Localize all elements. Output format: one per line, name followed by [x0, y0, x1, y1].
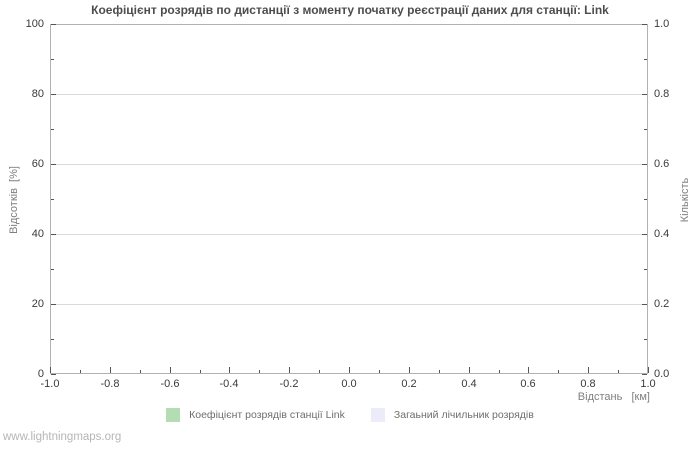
y-left-minor-tick [51, 59, 54, 60]
x-major-tick [170, 367, 171, 373]
legend-swatch-lavender [370, 408, 385, 422]
plot-area [50, 24, 649, 375]
y-right-major-tick [642, 94, 647, 95]
x-major-tick [349, 367, 350, 373]
y-right-tick-label: 0.8 [654, 88, 670, 100]
x-tick-label: -0.8 [100, 378, 120, 390]
legend-item-station-ratio: Коефіцієнт розрядів станції Link [166, 408, 345, 422]
y-left-major-tick [51, 164, 56, 165]
x-major-tick [229, 367, 230, 373]
legend-swatch-green [166, 408, 181, 422]
y-left-minor-tick [51, 339, 54, 340]
x-minor-tick [319, 370, 320, 373]
y-right-major-tick [642, 24, 647, 25]
y-right-tick-label: 0.4 [654, 228, 670, 240]
x-tick-label: 0.2 [401, 378, 417, 390]
y-left-major-tick [51, 24, 56, 25]
x-tick-label: 1.0 [640, 378, 656, 390]
y-left-tick-label: 80 [31, 88, 44, 100]
y-left-major-tick [51, 304, 56, 305]
gridline [51, 304, 647, 305]
x-minor-tick [140, 370, 141, 373]
legend-label: Коефіцієнт розрядів станції Link [189, 409, 345, 421]
y-right-minor-tick [644, 129, 647, 130]
y-right-major-tick [642, 234, 647, 235]
x-tick-label: 0.4 [461, 378, 477, 390]
x-tick-label: -0.4 [219, 378, 239, 390]
x-major-tick [588, 367, 589, 373]
y-right-tick-label: 0.2 [654, 298, 670, 310]
x-minor-tick [200, 370, 201, 373]
legend-item-total-counter: Загаьний лічильник розрядів [370, 408, 534, 422]
x-minor-tick [379, 370, 380, 373]
x-major-tick [648, 367, 649, 373]
y-left-minor-tick [51, 199, 54, 200]
x-tick-label: 0.8 [580, 378, 596, 390]
y-left-minor-tick [51, 269, 54, 270]
x-major-tick [528, 367, 529, 373]
x-tick-label: 0.0 [341, 378, 357, 390]
y-left-major-tick [51, 94, 56, 95]
x-major-tick [469, 367, 470, 373]
y-left-minor-tick [51, 129, 54, 130]
x-minor-tick [499, 370, 500, 373]
y-left-tick-label: 20 [31, 298, 44, 310]
x-minor-tick [80, 370, 81, 373]
x-tick-label: -0.2 [279, 378, 299, 390]
gridline [51, 94, 647, 95]
y-right-minor-tick [644, 199, 647, 200]
chart-title: Коефіцієнт розрядів по дистанції з момен… [91, 3, 609, 17]
chart-legend: Коефіцієнт розрядів станції Link Загаьни… [0, 408, 700, 422]
x-major-tick [50, 367, 51, 373]
y-left-tick-label: 0 [37, 368, 44, 380]
gridline [51, 164, 647, 165]
x-major-tick [289, 367, 290, 373]
y-right-tick-label: 1.0 [654, 18, 670, 30]
x-tick-label: -1.0 [40, 378, 60, 390]
x-tick-label: 0.6 [520, 378, 536, 390]
watermark-text: www.lightningmaps.org [3, 431, 122, 443]
y-right-major-tick [642, 374, 647, 375]
legend-label: Загаьний лічильник розрядів [393, 409, 534, 421]
x-major-tick [110, 367, 111, 373]
y-right-major-tick [642, 164, 647, 165]
y-right-tick-label: 0.0 [654, 368, 670, 380]
y-left-tick-label: 40 [31, 228, 44, 240]
gridline [51, 234, 647, 235]
y-right-tick-label: 0.6 [654, 158, 670, 170]
y-right-major-tick [642, 304, 647, 305]
x-minor-tick [439, 370, 440, 373]
y-left-tick-label: 100 [25, 18, 44, 30]
y-left-major-tick [51, 234, 56, 235]
y-right-minor-tick [644, 339, 647, 340]
y-right-minor-tick [644, 59, 647, 60]
x-major-tick [409, 367, 410, 373]
x-tick-label: -0.6 [160, 378, 180, 390]
y-left-tick-label: 60 [31, 158, 44, 170]
x-minor-tick [558, 370, 559, 373]
x-minor-tick [259, 370, 260, 373]
x-axis-title: Відстань [км] [577, 391, 650, 403]
y-left-major-tick [51, 374, 56, 375]
y-right-minor-tick [644, 269, 647, 270]
x-minor-tick [618, 370, 619, 373]
